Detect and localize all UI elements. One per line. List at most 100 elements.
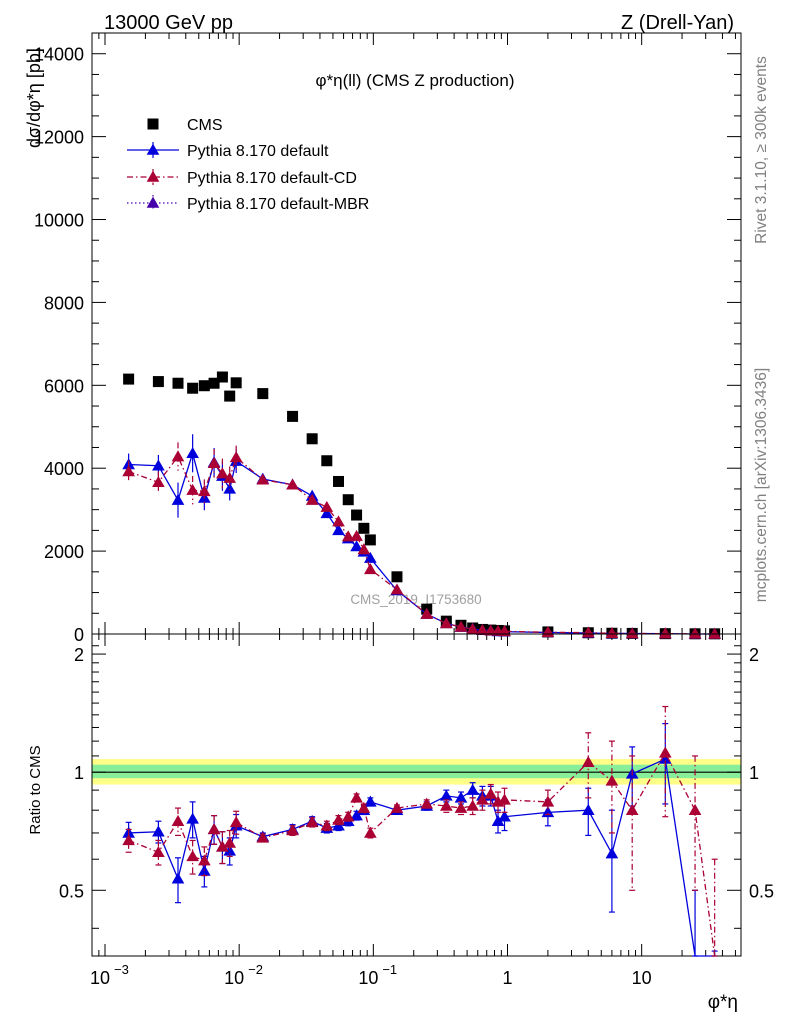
data-point xyxy=(351,509,363,521)
x-tick-label-exp: −2 xyxy=(248,962,263,977)
data-point xyxy=(364,563,377,575)
y-tick-label: 10000 xyxy=(34,211,84,231)
ratio-point xyxy=(320,819,334,831)
ratio-point xyxy=(152,825,165,837)
analysis-watermark: CMS_2019_I1753680 xyxy=(350,592,481,607)
y-tick-label: 12000 xyxy=(34,128,84,148)
data-point xyxy=(391,571,403,583)
x-tick-label: 10 −3 xyxy=(90,962,129,988)
ratio-point xyxy=(581,803,595,815)
ratio-point xyxy=(341,810,355,822)
ratio-point xyxy=(122,834,135,846)
ratio-point xyxy=(476,793,489,805)
data-point xyxy=(342,494,354,506)
ratio-tick-label-left: 2 xyxy=(74,645,84,665)
ratio-point xyxy=(491,814,505,826)
data-point xyxy=(171,493,185,505)
plot-title: φ*η(ll) (CMS Z production) xyxy=(315,71,514,90)
ratio-point xyxy=(171,814,185,826)
legend-marker xyxy=(147,118,159,130)
x-tick-label-exp: −3 xyxy=(114,962,129,977)
x-tick-label-base: 1 xyxy=(502,968,512,988)
ratio-point xyxy=(186,812,199,824)
legend-label: Pythia 8.170 default-MBR xyxy=(187,196,369,213)
data-point xyxy=(321,455,333,467)
ratio-point xyxy=(658,746,672,758)
legend-marker xyxy=(146,143,160,155)
ratio-frame xyxy=(91,633,742,957)
y-tick-label: 6000 xyxy=(44,376,84,396)
ratio-point xyxy=(484,787,498,799)
data-point xyxy=(708,627,721,639)
ratio-point xyxy=(605,847,619,859)
mcplots-side-label: mcplots.cern.ch [arXiv:1306.3436] xyxy=(753,368,770,602)
data-point xyxy=(364,551,377,563)
data-point xyxy=(332,524,345,536)
data-point xyxy=(172,377,184,389)
x-tick-label: 10 −2 xyxy=(224,962,263,988)
x-tick-label-exp: −1 xyxy=(382,962,397,977)
legend-entry-0: CMS xyxy=(147,117,223,134)
data-point xyxy=(498,625,511,637)
x-tick-label-base: 10 xyxy=(224,968,244,988)
legend-label: Pythia 8.170 default-CD xyxy=(187,170,357,187)
header-left: 13000 GeV pp xyxy=(104,12,233,34)
data-point xyxy=(123,373,135,385)
ratio-tick-label-right: 2 xyxy=(749,645,759,665)
y-axis-label: dσ/dφ*η [pb] xyxy=(24,48,44,148)
data-point xyxy=(224,390,236,402)
x-axis-label: φ*η xyxy=(708,992,738,1013)
legend-marker xyxy=(146,170,160,182)
legend-marker xyxy=(146,196,160,208)
x-tick-label: 1 xyxy=(502,968,512,988)
ratio-point xyxy=(350,809,363,821)
legend-entry-2: Pythia 8.170 default-CD xyxy=(127,169,357,187)
header-right: Z (Drell-Yan) xyxy=(621,12,734,34)
data-point xyxy=(286,478,299,490)
ratio-tick-label-right: 0.5 xyxy=(749,881,774,901)
ratio-point xyxy=(229,816,243,828)
axis-labels: 10 −3 10 −2 10 −1 1 100200040006000800010000120… xyxy=(24,45,774,1013)
ratio-tick-label-left: 1 xyxy=(74,763,84,783)
data-point xyxy=(605,626,619,639)
data-point xyxy=(216,371,228,383)
data-point xyxy=(420,607,434,619)
data-point xyxy=(198,380,210,392)
ratio-series-1 xyxy=(122,722,718,957)
data-point xyxy=(223,482,237,494)
ratio-point xyxy=(498,810,511,822)
data-point xyxy=(364,534,376,546)
data-point xyxy=(333,475,345,487)
x-tick-label-base: 10 xyxy=(90,968,110,988)
data-point xyxy=(350,540,363,552)
ratio-tick-label-left: 0.5 xyxy=(59,881,84,901)
data-point xyxy=(208,377,220,389)
data-point xyxy=(306,433,318,445)
ratio-point xyxy=(605,774,619,786)
ratio-point xyxy=(466,799,479,811)
data-point xyxy=(257,388,269,400)
ratio-point xyxy=(223,844,237,856)
ratio-series-2 xyxy=(122,705,718,957)
data-point xyxy=(320,507,334,519)
ratio-point xyxy=(454,791,468,803)
legend: CMS Pythia 8.170 default Pythia 8.170 defa… xyxy=(127,117,369,213)
y-tick-label: 4000 xyxy=(44,459,84,479)
y-tick-label: 0 xyxy=(74,625,84,645)
data-point xyxy=(454,620,468,632)
data-point xyxy=(688,627,702,639)
ratio-point xyxy=(350,791,363,803)
data-point xyxy=(287,410,299,422)
data-point xyxy=(198,485,211,497)
data-point xyxy=(341,530,355,542)
data-point xyxy=(305,493,319,505)
ratio-point xyxy=(332,813,345,825)
ratio-point xyxy=(625,803,639,815)
ratio-point xyxy=(186,850,199,862)
ratio-point xyxy=(466,783,479,795)
data-point xyxy=(581,626,595,638)
main-panel xyxy=(91,32,742,646)
data-point xyxy=(440,617,453,629)
data-point xyxy=(229,451,243,463)
ratio-point xyxy=(198,854,211,866)
